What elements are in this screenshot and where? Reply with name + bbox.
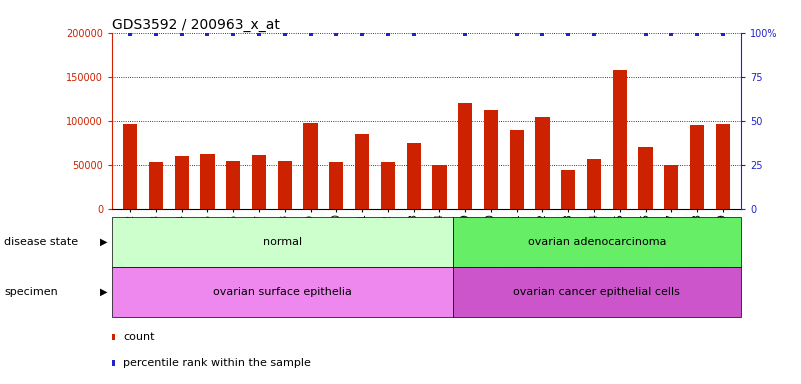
Bar: [112, 217, 453, 267]
Bar: [112, 267, 453, 317]
Bar: [535, 118, 549, 209]
Bar: [613, 70, 627, 209]
Text: disease state: disease state: [4, 237, 78, 247]
Text: count: count: [123, 333, 155, 343]
Bar: [458, 103, 473, 209]
Text: percentile rank within the sample: percentile rank within the sample: [123, 358, 312, 368]
Text: GDS3592 / 200963_x_at: GDS3592 / 200963_x_at: [112, 18, 280, 31]
Bar: [175, 156, 189, 209]
Bar: [562, 170, 575, 209]
Bar: [509, 130, 524, 209]
Bar: [716, 124, 730, 209]
Bar: [200, 154, 215, 209]
Text: normal: normal: [263, 237, 302, 247]
Bar: [453, 267, 741, 317]
Bar: [407, 143, 421, 209]
Bar: [664, 165, 678, 209]
Bar: [304, 123, 318, 209]
Bar: [252, 154, 266, 209]
Bar: [278, 161, 292, 209]
Bar: [587, 159, 601, 209]
Bar: [433, 165, 446, 209]
Bar: [453, 217, 741, 267]
Bar: [638, 147, 653, 209]
Text: ovarian adenocarcinoma: ovarian adenocarcinoma: [528, 237, 666, 247]
Text: ▶: ▶: [100, 237, 107, 247]
Bar: [149, 162, 163, 209]
Bar: [380, 162, 395, 209]
Text: ovarian surface epithelia: ovarian surface epithelia: [213, 287, 352, 297]
Bar: [690, 125, 704, 209]
Bar: [123, 124, 137, 209]
Text: ovarian cancer epithelial cells: ovarian cancer epithelial cells: [513, 287, 680, 297]
Bar: [226, 161, 240, 209]
Bar: [484, 110, 498, 209]
Text: ▶: ▶: [100, 287, 107, 297]
Bar: [355, 134, 369, 209]
Text: specimen: specimen: [4, 287, 58, 297]
Bar: [329, 162, 344, 209]
